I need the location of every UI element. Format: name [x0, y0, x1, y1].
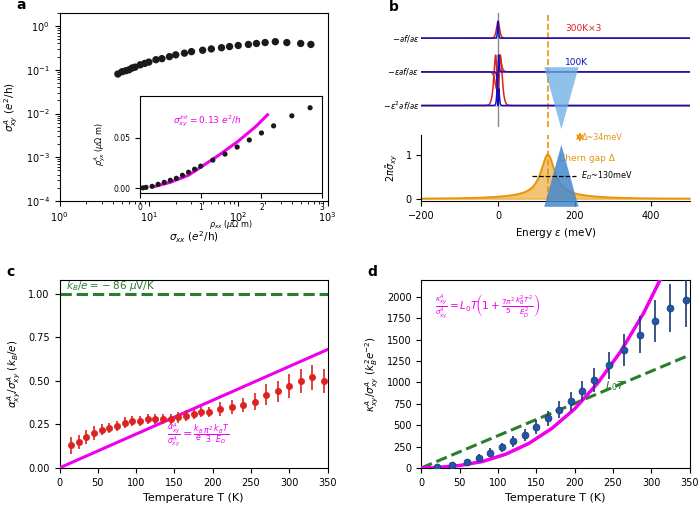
Text: $-\partial f/\partial\varepsilon$: $-\partial f/\partial\varepsilon$	[392, 33, 419, 43]
Point	[123, 66, 134, 74]
Text: $k_B/e = -86\ \mu$V/K: $k_B/e = -86\ \mu$V/K	[66, 280, 155, 294]
Text: 300K×3: 300K×3	[565, 24, 601, 34]
Point	[164, 53, 175, 61]
Text: a: a	[17, 0, 26, 12]
Point	[134, 60, 146, 69]
Point	[150, 56, 162, 64]
Text: $E_D$~130meV: $E_D$~130meV	[582, 170, 634, 182]
X-axis label: Temperature T (K): Temperature T (K)	[505, 493, 606, 503]
Text: c: c	[6, 265, 14, 279]
Text: Chern gap Δ: Chern gap Δ	[559, 154, 615, 163]
X-axis label: $\sigma_{xx}$ ($e^2$/h): $\sigma_{xx}$ ($e^2$/h)	[169, 230, 218, 246]
Point	[197, 46, 209, 54]
Point	[170, 51, 181, 59]
Point	[270, 38, 281, 46]
Point	[224, 42, 235, 51]
Point	[156, 54, 167, 63]
Text: b: b	[389, 0, 399, 13]
Point	[186, 48, 197, 56]
Text: $\frac{\alpha^A_{xy}}{\sigma^A_{xy}} = \frac{k_B}{e}\frac{\pi^2}{3}\frac{k_BT}{E: $\frac{\alpha^A_{xy}}{\sigma^A_{xy}} = \…	[167, 421, 229, 449]
Point	[305, 40, 316, 49]
X-axis label: Energy $\varepsilon$ (meV): Energy $\varepsilon$ (meV)	[514, 226, 596, 240]
Point	[127, 64, 138, 72]
Point	[281, 38, 293, 47]
Point	[232, 41, 244, 50]
Point	[206, 45, 217, 53]
Text: $-\varepsilon^2\partial f/\partial\varepsilon$: $-\varepsilon^2\partial f/\partial\varep…	[383, 99, 419, 112]
Y-axis label: $\alpha^A_{xy} / \sigma^A_{xy}$ ($k_B/e$): $\alpha^A_{xy} / \sigma^A_{xy}$ ($k_B/e$…	[5, 340, 22, 408]
Y-axis label: $\kappa^A_{xy} / \sigma^A_{xy}$ ($k_B^2e^{-2}$): $\kappa^A_{xy} / \sigma^A_{xy}$ ($k_B^2e…	[364, 336, 382, 412]
Y-axis label: $2\pi\tilde{\sigma}_{xy}$: $2\pi\tilde{\sigma}_{xy}$	[385, 154, 400, 182]
Point	[216, 43, 227, 52]
Point	[178, 49, 190, 57]
Point	[251, 39, 262, 48]
Text: $\frac{\kappa^A_{xy}}{\sigma^A_{xy}} = L_0T\!\left(1 + \frac{7\pi^2}{5}\frac{k_B: $\frac{\kappa^A_{xy}}{\sigma^A_{xy}} = L…	[435, 293, 540, 321]
Text: Δ~34meV: Δ~34meV	[582, 132, 622, 142]
Point	[130, 63, 141, 71]
X-axis label: Temperature T (K): Temperature T (K)	[144, 493, 244, 503]
Point	[243, 40, 254, 49]
Point	[295, 39, 307, 48]
Point	[112, 70, 123, 78]
Text: d: d	[368, 265, 378, 279]
Point	[120, 67, 132, 75]
Text: 100K: 100K	[565, 58, 588, 67]
Point	[139, 59, 150, 68]
Y-axis label: $\sigma^A_{xy}$ ($e^2$/h): $\sigma^A_{xy}$ ($e^2$/h)	[3, 82, 20, 132]
Point	[144, 58, 155, 66]
Polygon shape	[545, 67, 578, 129]
Point	[260, 38, 271, 47]
Point	[116, 68, 127, 76]
Text: $L_0T$: $L_0T$	[606, 379, 626, 393]
Polygon shape	[545, 145, 578, 207]
Text: $-\varepsilon\partial f/\partial\varepsilon$: $-\varepsilon\partial f/\partial\varepsi…	[387, 66, 419, 78]
